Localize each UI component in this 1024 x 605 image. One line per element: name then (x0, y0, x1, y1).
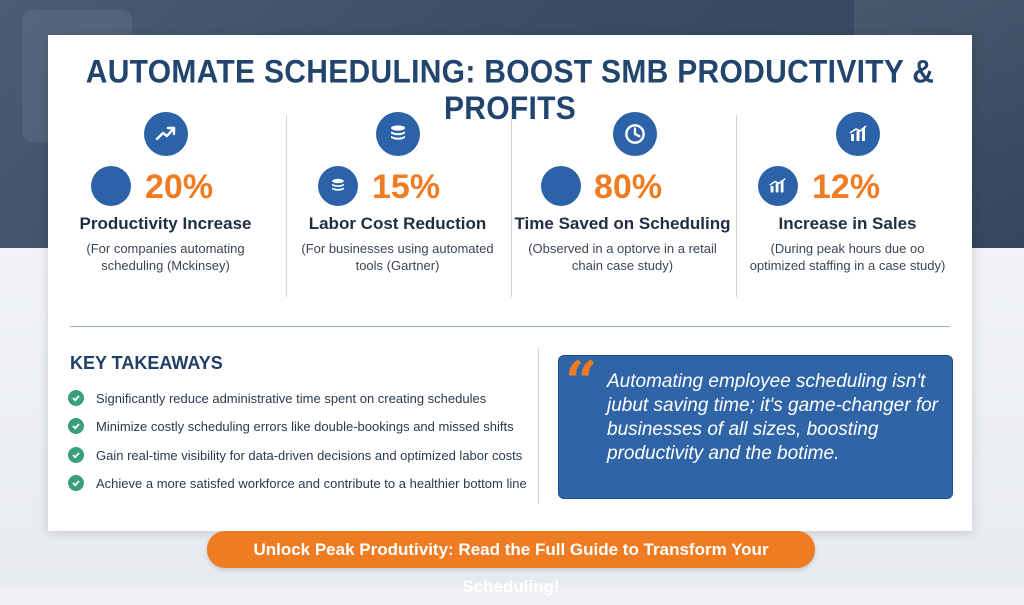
takeaway-item: Gain real-time visibility for data-drive… (68, 444, 522, 466)
stat-label: Increase in Sales (778, 214, 917, 233)
quote-box: “ Automating employee scheduling isn't j… (558, 349, 953, 499)
clock-icon (612, 112, 657, 156)
takeaway-text: Minimize costly scheduling errors like d… (96, 418, 514, 434)
stat-label: Time Saved on Scheduling (514, 214, 731, 233)
stat-note: (Observed in a optorve in a retail chain… (528, 241, 717, 273)
stat-value: 20% (145, 168, 214, 206)
check-icon (68, 447, 84, 463)
coins-icon (375, 112, 420, 156)
stat-sales: 12% Increase in Sales (During peak hours… (735, 112, 960, 312)
divider (286, 115, 287, 297)
stat-value: 12% (812, 168, 881, 206)
quote-mark-icon: “ (565, 349, 598, 415)
circle-icon (91, 166, 131, 206)
takeaway-item: Achieve a more satisfed workforce and co… (68, 472, 527, 494)
stat-time-saved: 80% Time Saved on Scheduling (Observed i… (510, 112, 735, 312)
coins-icon (318, 166, 358, 206)
takeaway-text: Achieve a more satisfed workforce and co… (96, 475, 527, 491)
takeaway-text: Significantly reduce administrative time… (96, 390, 487, 406)
takeaway-text: Gain real-time visibility for data-drive… (96, 447, 523, 463)
infographic-card: AUTOMATE SCHEDULING: BOOST SMB PRODUCTIV… (48, 35, 972, 531)
divider (511, 115, 512, 297)
divider (538, 348, 539, 504)
page-title: AUTOMATE SCHEDULING: BOOST SMB PRODUCTIV… (85, 54, 935, 127)
cta-button[interactable]: Unlock Peak Produtivity: Read the Full G… (207, 531, 815, 596)
stat-note: (During peak hours due oo optimized staf… (749, 241, 946, 273)
check-icon (68, 475, 84, 491)
section-divider (70, 326, 950, 327)
takeaways-title: KEY TAKEAWAYS (70, 353, 223, 373)
divider (736, 115, 737, 297)
stat-label: Labor Cost Reduction (308, 214, 487, 233)
takeaway-item: Significantly reduce administrative time… (68, 387, 486, 409)
trend-up-icon (143, 112, 188, 156)
bar-chart-icon (758, 166, 798, 206)
circle-icon (541, 166, 581, 206)
stat-value: 15% (372, 168, 441, 206)
bar-chart-icon (835, 112, 880, 156)
check-icon (68, 390, 84, 406)
stat-note: (For businesses using automated tools (G… (301, 241, 494, 273)
stat-productivity: 20% Productivity Increase (For companies… (53, 112, 278, 312)
takeaway-item: Minimize costly scheduling errors like d… (68, 415, 514, 437)
stat-note: (For companies automating scheduling (Mc… (86, 241, 245, 273)
stat-label: Productivity Increase (79, 214, 252, 233)
stat-labor-cost: 15% Labor Cost Reduction (For businesses… (285, 112, 510, 312)
stat-value: 80% (594, 168, 663, 206)
quote-text: Automating employee scheduling isn't jub… (607, 371, 939, 464)
check-icon (68, 418, 84, 434)
